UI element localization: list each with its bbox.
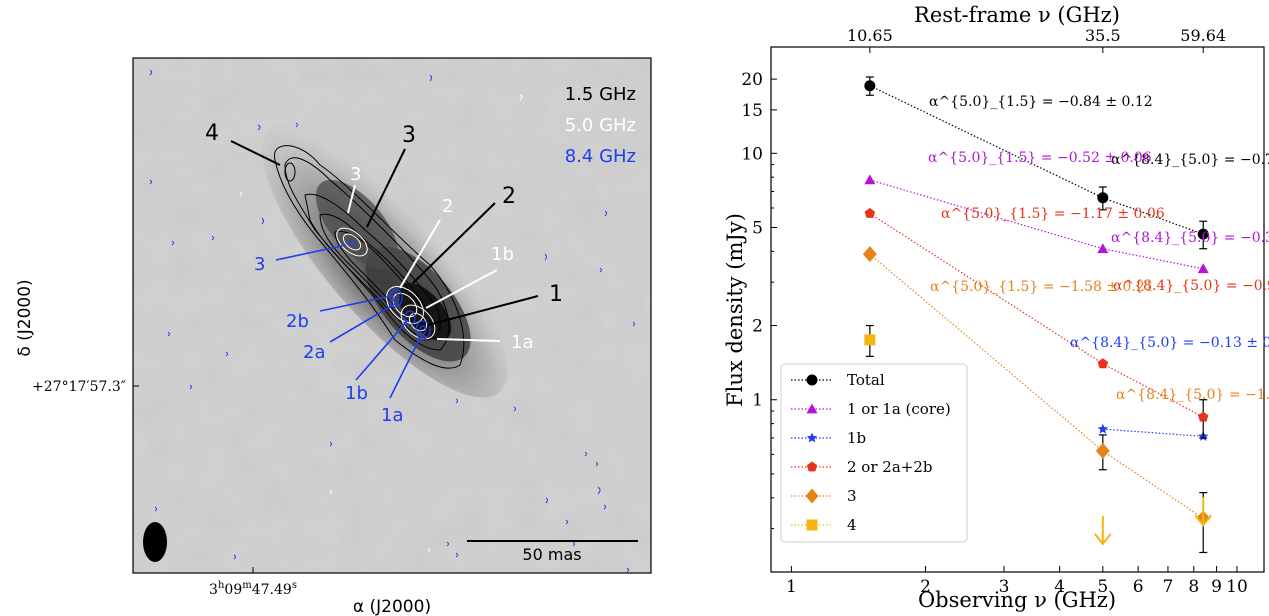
annotation-c3-high: α^{8.4}_{5.0} = −1.3 ± 0.8 xyxy=(1116,387,1269,403)
label-black-4: 4 xyxy=(205,121,219,146)
data-point xyxy=(864,334,876,346)
y-axis-label-dec: δ (J2000) xyxy=(15,279,35,356)
legend-label-4: 4 xyxy=(847,516,857,534)
series-line xyxy=(869,179,1204,270)
annotation-c2-high: α^{8.4}_{5.0} = −0.98 ± 0.35 xyxy=(1113,278,1269,294)
map-frame xyxy=(132,57,652,574)
y-tick-dec: +27°17′57.3″ xyxy=(32,379,126,395)
legend-8p4ghz: 8.4 GHz xyxy=(565,146,636,167)
y-tick-label: 15 xyxy=(741,101,763,121)
data-point xyxy=(864,174,876,185)
contours-1p5ghz xyxy=(274,145,465,369)
legend-marker xyxy=(806,461,818,472)
y-tick-label: 10 xyxy=(741,144,763,164)
x-tick-label: 3 xyxy=(999,577,1010,597)
legend-label-total: Total xyxy=(847,371,885,389)
annotation-total-high: α^{8.4}_{5.0} = −0.70 ± 0.28 xyxy=(1111,152,1269,168)
legend-marker xyxy=(806,432,818,443)
beam-ellipse xyxy=(143,522,167,562)
label-black-1: 1 xyxy=(549,282,563,307)
series-line xyxy=(1102,428,1204,437)
x-tick-label: 9 xyxy=(1211,577,1222,597)
white-pointers xyxy=(347,184,501,342)
label-white-1a: 1a xyxy=(511,332,533,353)
x-tick-ra: 3h09m47.49s xyxy=(209,580,297,598)
data-point xyxy=(864,80,876,92)
data-point xyxy=(1097,358,1109,369)
legend-marker xyxy=(806,403,818,414)
label-blue-1b: 1b xyxy=(345,383,368,404)
label-blue-1a: 1a xyxy=(381,405,403,426)
jet-emission xyxy=(262,122,508,398)
y-tick-label: 5 xyxy=(752,218,763,238)
annotation-c3-low: α^{5.0}_{1.5} = −1.58 ± 0.21 xyxy=(930,279,1154,295)
contours-8p4ghz xyxy=(348,239,431,340)
x-tick-label: 1 xyxy=(786,577,797,597)
label-blue-2b: 2b xyxy=(286,311,309,332)
top-tick-label: 35.5 xyxy=(1085,26,1121,45)
legend-label-3: 3 xyxy=(847,487,857,505)
x-tick-label: 2 xyxy=(920,577,931,597)
legend-label-core: 1 or 1a (core) xyxy=(847,400,951,418)
vlbi-map-panel: 50 mas 4 xyxy=(15,57,652,616)
data-point xyxy=(862,246,877,263)
upper-limit-head xyxy=(1094,533,1112,546)
label-blue-2a: 2a xyxy=(303,342,325,363)
data-point xyxy=(1197,263,1209,274)
chart-ylabel: Flux density (mJy) xyxy=(723,213,747,407)
y-tick-label: 2 xyxy=(752,317,763,337)
y-tick-label: 1 xyxy=(752,391,763,411)
legend-marker xyxy=(806,374,818,386)
annotation-total-low: α^{5.0}_{1.5} = −0.84 ± 0.12 xyxy=(929,94,1153,110)
x-tick-label: 8 xyxy=(1188,577,1199,597)
data-point xyxy=(1097,192,1109,204)
annotation-c2-low: α^{5.0}_{1.5} = −1.17 ± 0.06 xyxy=(941,206,1165,222)
x-tick-label: 6 xyxy=(1133,577,1144,597)
legend-1p5ghz: 1.5 GHz xyxy=(565,84,636,105)
data-point xyxy=(1095,442,1110,459)
noise-contours xyxy=(149,69,635,573)
legend-marker xyxy=(806,519,818,531)
data-point xyxy=(1197,228,1209,240)
label-blue-3: 3 xyxy=(254,254,265,275)
noise-contours-white xyxy=(239,94,523,553)
annotation-core-high: α^{8.4}_{5.0} = −0.36 ± 0.13 xyxy=(1111,230,1269,246)
x-axis-label-ra: α (J2000) xyxy=(353,597,431,616)
x-tick-label: 7 xyxy=(1163,577,1174,597)
blue-pointers xyxy=(275,244,422,399)
annotation-1b: α^{8.4}_{5.0} = −0.13 ± 0.14 xyxy=(1070,335,1269,351)
chart-legend: Total 1 or 1a (core) 1b 2 or 2a+2b 3 4 xyxy=(780,363,968,543)
legend-box xyxy=(780,363,968,543)
legend-label-1b: 1b xyxy=(847,429,866,447)
scale-bar-label: 50 mas xyxy=(522,545,581,564)
top-tick-label: 59.64 xyxy=(1180,26,1226,45)
legend-marker xyxy=(805,488,819,504)
data-point xyxy=(864,208,876,218)
label-white-2: 2 xyxy=(442,196,453,217)
data-point xyxy=(1198,411,1209,422)
x-tick-label: 5 xyxy=(1097,577,1108,597)
series-line xyxy=(869,85,1204,235)
legend-label-2: 2 or 2a+2b xyxy=(847,458,932,476)
y-tick-label: 20 xyxy=(741,70,763,90)
contours-5ghz xyxy=(336,227,436,340)
legend-5ghz: 5.0 GHz xyxy=(565,115,636,136)
top-tick-label: 10.65 xyxy=(847,26,893,45)
label-black-3: 3 xyxy=(402,123,416,148)
black-pointers xyxy=(230,140,539,326)
label-white-3: 3 xyxy=(350,164,361,185)
data-point xyxy=(1097,423,1109,434)
plot-frame xyxy=(770,46,1265,573)
chart-top-xlabel: Rest-frame ν (GHz) xyxy=(914,3,1120,27)
x-tick-label: 10 xyxy=(1226,577,1248,597)
x-tick-label: 4 xyxy=(1054,577,1065,597)
data-point xyxy=(1097,243,1109,254)
label-black-2: 2 xyxy=(502,184,516,209)
label-white-1b: 1b xyxy=(491,244,514,265)
annotation-core-low: α^{5.0}_{1.5} = −0.52 ± 0.06 xyxy=(928,150,1152,166)
chart-xlabel: Observing ν (GHz) xyxy=(918,588,1116,612)
upper-limit-head xyxy=(1194,514,1212,527)
